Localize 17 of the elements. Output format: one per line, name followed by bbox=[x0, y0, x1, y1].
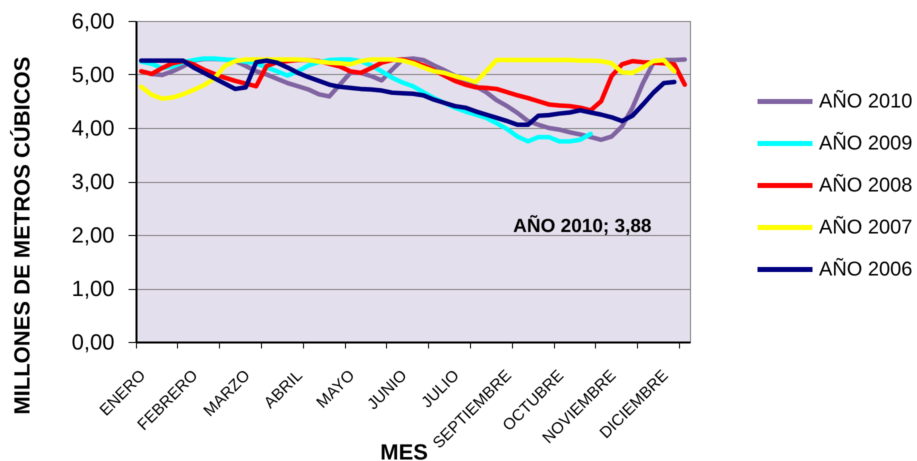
line-series bbox=[138, 57, 677, 101]
y-tick-label: 0,00 bbox=[72, 330, 114, 354]
legend-label: AÑO 2010 bbox=[819, 90, 912, 112]
legend-label: AÑO 2006 bbox=[819, 258, 912, 280]
y-tick-label: 2,00 bbox=[72, 222, 114, 248]
y-tick-label: 6,00 bbox=[72, 8, 114, 34]
y-tick-label: 4,00 bbox=[72, 116, 114, 140]
annotation: AÑO 2010; 3,88 bbox=[513, 214, 652, 237]
line-series bbox=[138, 58, 677, 128]
x-axis-title: MES bbox=[380, 440, 428, 461]
y-tick-label: 1,00 bbox=[72, 276, 114, 301]
legend-label: AÑO 2009 bbox=[819, 132, 912, 154]
legend-label: AÑO 2008 bbox=[819, 174, 912, 196]
legend-label: AÑO 2007 bbox=[819, 216, 912, 238]
y-axis-title: MILLONES DE METROS CÚBICOS bbox=[10, 56, 34, 415]
y-tick-label: 3,00 bbox=[72, 169, 114, 194]
y-tick-label: 5,00 bbox=[72, 62, 114, 87]
